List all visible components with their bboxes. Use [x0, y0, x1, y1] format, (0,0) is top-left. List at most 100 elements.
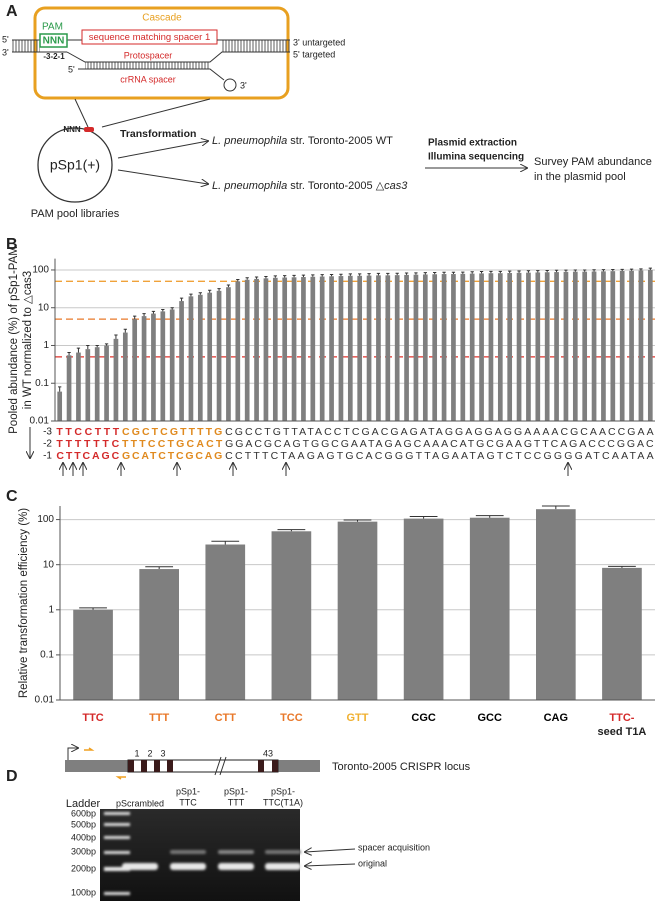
protospacer-label: Protospacer	[124, 50, 173, 60]
bar	[337, 521, 378, 700]
error-bar	[442, 271, 446, 275]
step: Illumina sequencing	[428, 152, 524, 163]
bar	[347, 275, 353, 421]
lane-label: pSp1-	[176, 786, 200, 796]
y-tick-label: 0.01	[35, 695, 55, 706]
bar	[254, 278, 259, 421]
bar	[357, 275, 363, 421]
bar	[507, 273, 513, 421]
error-bar	[451, 271, 456, 275]
repeat-number: 3	[160, 748, 165, 758]
y-tick-label: 0.01	[30, 416, 50, 427]
bar	[263, 278, 269, 421]
repeat-number: 1	[134, 748, 139, 758]
error-bar	[386, 272, 390, 276]
error-bar	[564, 269, 568, 272]
y-axis-label: in WT normalized to △cas3	[22, 271, 34, 409]
error-bar	[583, 269, 587, 272]
x-tick-label: GTT	[347, 712, 369, 724]
lane-label: pScrambled	[116, 798, 164, 808]
x-tick-label: CAG	[544, 712, 568, 724]
bar	[141, 316, 147, 421]
error-bar	[301, 274, 306, 278]
sequence: CGCCTGTTATACCTCGACGAGATAGGAGGAGGAAAACGCA…	[225, 426, 653, 438]
crrna-end: 3'	[240, 80, 247, 90]
error-bar	[145, 566, 174, 570]
strain: str. Toronto-2005 △	[287, 180, 384, 192]
bar	[638, 270, 644, 421]
error-bar	[339, 273, 343, 277]
bar	[244, 279, 250, 421]
original-band	[265, 863, 301, 870]
error-bar	[414, 272, 418, 275]
error-bar	[226, 284, 231, 288]
bar	[76, 352, 81, 421]
plasmid-spacer	[84, 127, 94, 132]
sequence-position: -2	[43, 439, 52, 450]
bar	[57, 391, 63, 421]
bar	[113, 338, 119, 421]
error-bar	[376, 272, 381, 276]
repeat	[258, 760, 264, 772]
error-bar	[461, 271, 465, 274]
error-bar	[367, 273, 371, 276]
error-bar	[211, 540, 240, 545]
band-label: original	[358, 858, 387, 868]
bar	[629, 270, 634, 421]
error-bar	[320, 274, 324, 277]
bar	[536, 509, 576, 700]
plasmid	[37, 127, 113, 203]
y-tick-label: 10	[38, 302, 50, 313]
error-bar	[277, 529, 306, 532]
error-bar	[573, 269, 577, 272]
lane-label: TTC(T1A)	[263, 797, 303, 807]
bar-chart: 0.01 0.1 1 10 100 TTC TTT CTT TCC GTT CGC GCC CAG TTC…	[18, 505, 655, 738]
y-tick-label: 10	[43, 559, 55, 570]
bar	[216, 290, 222, 421]
bar	[572, 271, 578, 421]
error-bar	[58, 386, 62, 392]
error-bar	[86, 344, 90, 350]
error-bar	[245, 277, 249, 280]
arrow	[305, 849, 356, 852]
sequence-position: -3	[43, 427, 52, 438]
bar	[441, 274, 447, 421]
bar	[207, 292, 213, 421]
strand-end: 3' untargeted	[293, 37, 345, 47]
error-bar	[343, 519, 372, 522]
crrna-end: 5'	[68, 64, 75, 74]
panel-d: 1 2 3 43 Toronto-2005 CRISPR locus Ladde…	[65, 748, 471, 901]
pam-box	[39, 33, 68, 48]
bar	[647, 269, 653, 421]
strain-wt: L. pneumophila str. Toronto-2005 WT	[212, 135, 393, 147]
error-bar	[526, 270, 531, 273]
bar	[366, 275, 372, 421]
gel	[100, 809, 300, 901]
bar	[544, 272, 550, 421]
error-bar	[151, 310, 156, 314]
bar	[602, 567, 642, 700]
acquisition-band	[265, 850, 301, 854]
y-axis-label: Pooled abundance (%) of pSp1-PAM	[8, 246, 20, 434]
ladder-band	[104, 836, 130, 839]
error-bar	[639, 268, 643, 271]
bar	[413, 274, 419, 421]
bar	[301, 277, 306, 421]
x-tick-label: TTC	[82, 712, 103, 724]
bar	[376, 275, 381, 421]
bar	[310, 276, 316, 421]
break	[214, 756, 222, 776]
bar	[94, 347, 100, 421]
error-bar	[133, 315, 137, 320]
bar	[422, 274, 428, 421]
bar	[188, 296, 194, 421]
repeat-number: 43	[263, 748, 273, 758]
repeat	[141, 760, 147, 772]
strand-end: 5' targeted	[293, 49, 335, 59]
bar	[73, 609, 113, 700]
sequence: GGACGCAGTGGCGAATAGAGCAAACATGCGAAGTTCAGAC…	[225, 438, 654, 450]
error-bar	[123, 328, 127, 333]
error-bar	[498, 270, 502, 274]
error-bar	[95, 344, 99, 348]
